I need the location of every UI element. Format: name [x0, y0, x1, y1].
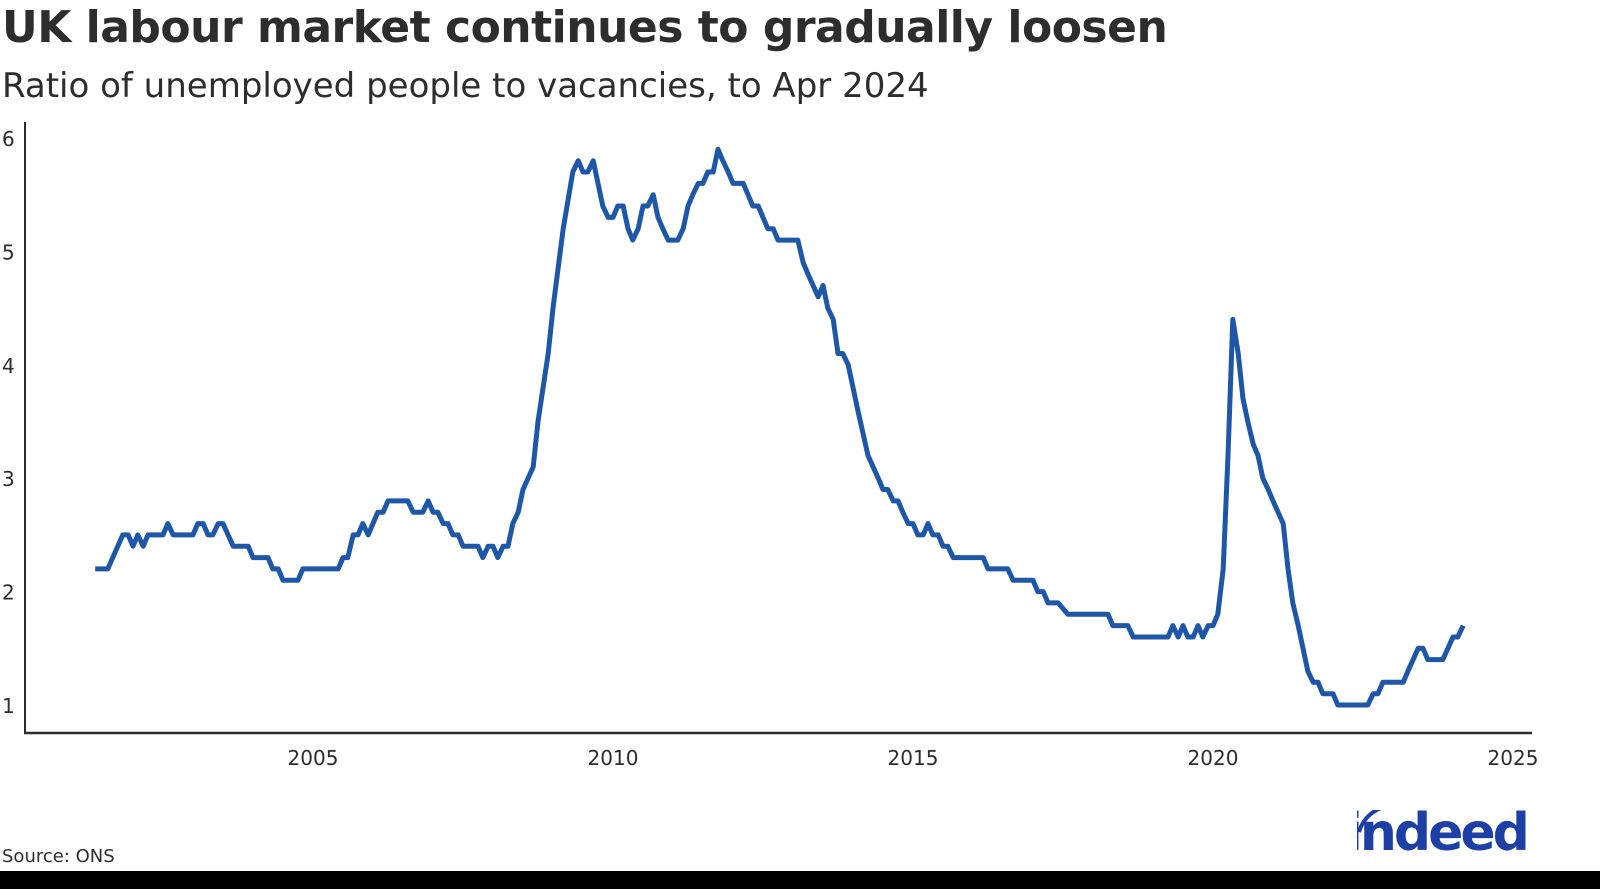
- x-tick-label: 2005: [288, 746, 339, 770]
- chart-subtitle: Ratio of unemployed people to vacancies,…: [2, 66, 929, 106]
- footer-bar: [0, 871, 1600, 889]
- source-note: Source: ONS: [2, 846, 115, 867]
- chart-title: UK labour market continues to gradually …: [2, 2, 1168, 53]
- x-tick-label: 2015: [888, 746, 939, 770]
- data-line: [95, 146, 1466, 708]
- y-tick-label: 2: [2, 581, 15, 605]
- indeed-logo: indeed: [1345, 803, 1537, 863]
- x-tick-label: 2010: [588, 746, 639, 770]
- x-tick-labels: 2005 2010 2015 2020 2025: [288, 746, 1539, 770]
- y-tick-label: 4: [2, 354, 15, 378]
- y-tick-label: 6: [2, 127, 15, 151]
- logo-wordmark: indeed: [1357, 810, 1527, 856]
- y-axis: 1 2 3 4 5 6: [2, 122, 26, 733]
- y-tick-label: 5: [2, 240, 15, 264]
- y-tick-labels: 1 2 3 4 5 6: [2, 127, 15, 718]
- x-axis: 2005 2010 2015 2020 2025: [24, 731, 1539, 770]
- y-tick-label: 1: [2, 694, 15, 718]
- y-tick-label: 3: [2, 467, 15, 491]
- x-tick-label: 2020: [1188, 746, 1239, 770]
- x-tick-label: 2025: [1488, 746, 1539, 770]
